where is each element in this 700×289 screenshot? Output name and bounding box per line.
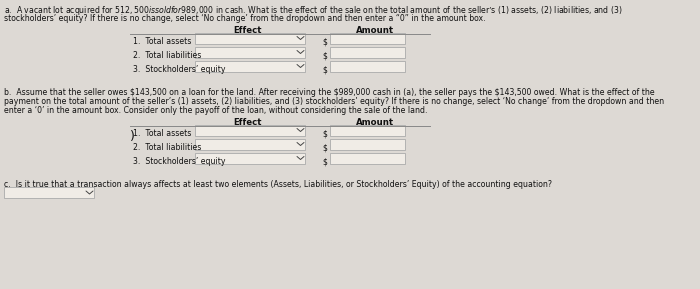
Text: 2.  Total liabilities: 2. Total liabilities	[133, 51, 202, 60]
FancyBboxPatch shape	[195, 153, 305, 164]
Text: ): )	[130, 130, 135, 143]
Text: 1.  Total assets: 1. Total assets	[133, 129, 191, 138]
Text: payment on the total amount of the seller’s (1) assets, (2) liabilities, and (3): payment on the total amount of the selle…	[4, 97, 664, 106]
Text: $: $	[322, 38, 327, 47]
FancyBboxPatch shape	[330, 138, 405, 149]
Text: $: $	[322, 66, 327, 75]
Text: $: $	[322, 51, 327, 60]
Text: b.  Assume that the seller owes $143,500 on a loan for the land. After receiving: b. Assume that the seller owes $143,500 …	[4, 88, 655, 97]
FancyBboxPatch shape	[195, 138, 305, 149]
FancyBboxPatch shape	[330, 47, 405, 58]
Text: Effect: Effect	[234, 118, 262, 127]
FancyBboxPatch shape	[195, 32, 305, 44]
FancyBboxPatch shape	[330, 60, 405, 71]
Text: Effect: Effect	[234, 26, 262, 35]
FancyBboxPatch shape	[195, 60, 305, 71]
Text: c.  Is it true that a transaction always affects at least two elements (Assets, : c. Is it true that a transaction always …	[4, 180, 552, 189]
Text: stockholders’ equity? If there is no change, select ‘No change’ from the dropdow: stockholders’ equity? If there is no cha…	[4, 14, 486, 23]
FancyBboxPatch shape	[4, 187, 94, 198]
FancyBboxPatch shape	[330, 153, 405, 164]
FancyBboxPatch shape	[330, 32, 405, 44]
Text: 2.  Total liabilities: 2. Total liabilities	[133, 144, 202, 153]
FancyBboxPatch shape	[330, 125, 405, 136]
Text: a.  A vacant lot acquired for $512,500 is sold for $989,000 in cash. What is the: a. A vacant lot acquired for $512,500 is…	[4, 4, 622, 17]
Text: $: $	[322, 144, 327, 153]
Text: Amount: Amount	[356, 26, 394, 35]
Text: Amount: Amount	[356, 118, 394, 127]
Text: 1.  Total assets: 1. Total assets	[133, 38, 191, 47]
Text: $: $	[322, 158, 327, 166]
Text: 3.  Stockholders’ equity: 3. Stockholders’ equity	[133, 66, 225, 75]
Text: 3.  Stockholders’ equity: 3. Stockholders’ equity	[133, 158, 225, 166]
FancyBboxPatch shape	[195, 125, 305, 136]
FancyBboxPatch shape	[195, 47, 305, 58]
Text: enter a ‘0’ in the amount box. Consider only the payoff of the loan, without con: enter a ‘0’ in the amount box. Consider …	[4, 106, 428, 115]
Text: $: $	[322, 129, 327, 138]
